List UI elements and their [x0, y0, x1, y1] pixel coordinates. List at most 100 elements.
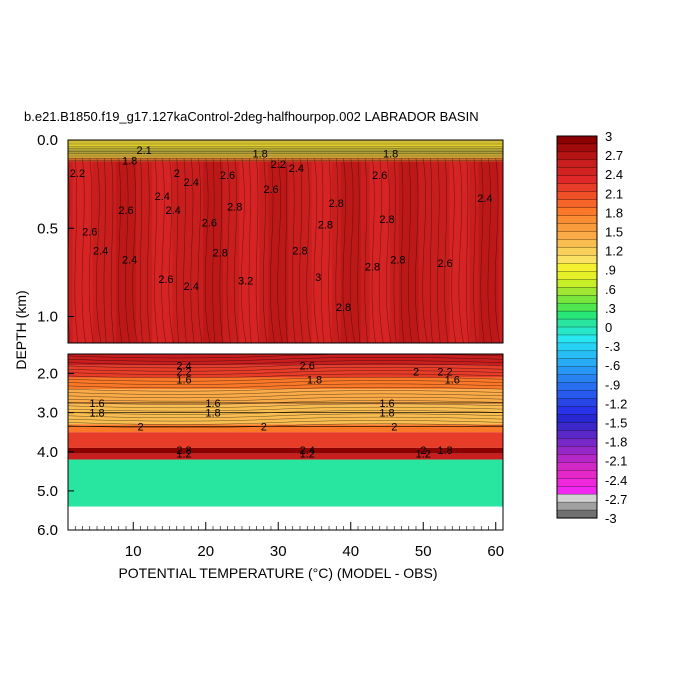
contour-line: [68, 357, 503, 362]
colorbar-label: -3: [605, 511, 617, 526]
y-tick-label: 1.0: [37, 309, 58, 326]
contour-line: [321, 157, 324, 343]
contour-label: 2.8: [227, 202, 242, 214]
contour-label: 2: [174, 168, 180, 180]
contour-line: [110, 157, 115, 343]
colorbar-swatch: [556, 398, 598, 408]
colorbar-swatch: [556, 366, 598, 376]
contour-line: [154, 157, 159, 343]
contour-label: 1.8: [205, 408, 220, 420]
colorbar-swatch: [556, 302, 598, 312]
contour-label: 2: [420, 445, 426, 457]
contour-label: 2.2: [437, 367, 452, 379]
contour-label: 2: [413, 367, 419, 379]
contour-line: [68, 396, 503, 402]
colorbar-swatch: [556, 414, 598, 424]
contour-line: [68, 403, 503, 409]
y-tick-label: 0.0: [37, 132, 58, 149]
colorbar-label: 2.1: [605, 186, 623, 201]
contour-line: [219, 157, 223, 343]
contour-label: 1.6: [89, 398, 104, 410]
colorbar-label: -1.5: [605, 416, 627, 431]
colorbar-swatch: [556, 342, 598, 352]
contour-label: 2.6: [220, 170, 235, 182]
contour-line: [306, 157, 311, 343]
contour-label: 2.4: [165, 205, 180, 217]
contour-label: 3.2: [238, 276, 253, 288]
colorbar-label: -.9: [605, 377, 620, 392]
lower-band: [68, 365, 503, 378]
lower-band: [68, 459, 503, 507]
contour-line: [226, 157, 231, 343]
contour-label: 2.6: [118, 205, 133, 217]
colorbar-swatch: [556, 151, 598, 161]
contour-line: [313, 157, 319, 343]
upper-column: [268, 160, 289, 343]
contour-label: 2.2: [176, 367, 191, 379]
colorbar-swatch: [556, 334, 598, 344]
colorbar-swatch: [556, 231, 598, 241]
colorbar-swatch: [556, 279, 598, 288]
contour-label: 2.6: [437, 258, 452, 270]
colorbar-swatch: [556, 159, 598, 169]
contour-line: [68, 373, 503, 379]
colorbar-swatch: [556, 143, 598, 153]
y-tick-label: 0.5: [37, 220, 58, 237]
colorbar-swatch: [556, 374, 598, 384]
contour-label: 1.6: [176, 374, 191, 386]
colorbar-swatch: [556, 358, 598, 368]
contour-label: 2.6: [202, 217, 217, 229]
upper-panel-contours: [68, 143, 503, 343]
contour-line: [68, 386, 503, 392]
contour-label: 1.2: [300, 449, 315, 461]
contour-label: 1.8: [379, 408, 394, 420]
contour-line: [437, 157, 441, 343]
contour-label: 2.4: [184, 177, 199, 189]
upper-column: [116, 160, 136, 343]
contour-line: [132, 157, 138, 343]
contour-line: [68, 393, 503, 399]
contour-label: 2.2: [70, 168, 85, 180]
colorbar-swatch: [556, 191, 598, 201]
colorbar-swatch: [556, 326, 598, 336]
colorbar-swatch: [556, 239, 598, 248]
upper-panel: 2.22.62.42.62.41.82.12.42.42.622.42.42.6…: [68, 140, 503, 343]
x-tick-label: 20: [197, 543, 214, 560]
colorbar-label: -2.4: [605, 473, 627, 488]
contour-label: 1.6: [379, 398, 394, 410]
contour-line: [81, 157, 86, 343]
contour-label: 1.2: [416, 449, 431, 461]
contour-line: [176, 157, 179, 343]
contour-label: 2.8: [379, 214, 394, 226]
colorbar-label: -2.1: [605, 454, 627, 469]
contour-label: 1.8: [89, 408, 104, 420]
lower-band: [68, 453, 503, 460]
upper-column: [340, 160, 361, 343]
y-tick-label: 2.0: [37, 366, 58, 383]
contour-line: [415, 157, 420, 343]
contour-line: [451, 157, 456, 343]
colorbar-swatch: [556, 501, 598, 511]
contour-line: [335, 157, 340, 343]
colorbar-label: -2.7: [605, 492, 627, 507]
contour-label: 2.4: [155, 191, 170, 203]
contour-line: [342, 157, 348, 343]
colorbar-swatch: [556, 199, 598, 209]
contour-label: 1.8: [307, 374, 322, 386]
colorbar-frame: [556, 135, 598, 519]
contour-label: 2.8: [213, 248, 228, 260]
contour-line: [68, 413, 503, 419]
contour-label: 3: [315, 272, 321, 284]
colorbar-swatch: [556, 223, 598, 233]
contour-line: [125, 157, 130, 343]
colorbar-swatch: [556, 135, 598, 145]
colorbar-swatch: [556, 295, 598, 304]
contour-line: [277, 157, 283, 343]
x-tick-label: 10: [125, 543, 142, 560]
lower-panel-contour-labels: 2.42.21.62.61.82 2.21.61.61.821.61.821.61…: [89, 361, 460, 461]
contour-line: [96, 157, 102, 343]
contour-line: [68, 383, 503, 389]
contour-label: 2.6: [300, 361, 315, 373]
contour-line: [68, 367, 503, 372]
